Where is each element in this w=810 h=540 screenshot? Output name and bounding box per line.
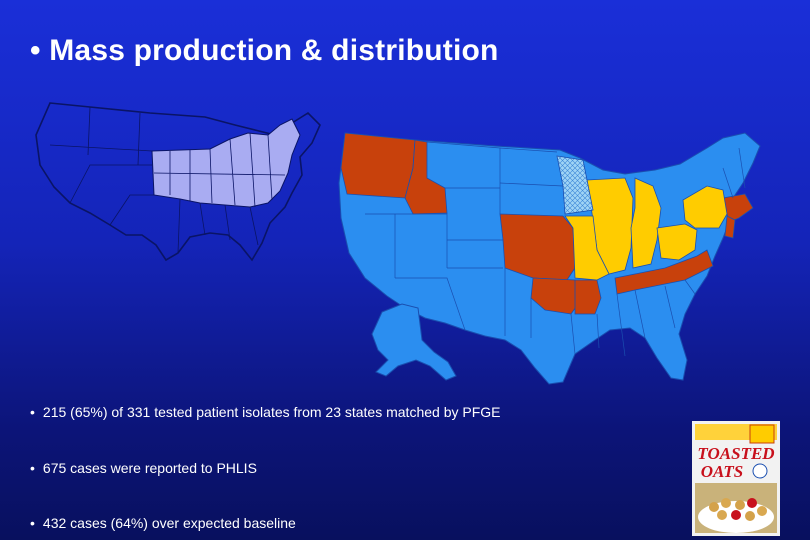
us-outbreak-map — [338, 132, 761, 385]
bullet-marker: • — [30, 515, 35, 531]
bullet-isolates: • 215 (65%) of 331 tested patient isolate… — [30, 404, 500, 420]
state-washington-oregon — [340, 132, 416, 199]
alaska-shape — [371, 303, 457, 381]
bullet-marker: • — [30, 460, 35, 476]
state-ohio-wv — [656, 223, 698, 261]
cereal-brand-line2: OATS — [701, 462, 744, 481]
cereal-bowl — [698, 498, 774, 533]
bullet-cases-reported: • 675 cases were reported to PHLIS — [30, 460, 257, 476]
bullet-marker: • — [30, 404, 35, 420]
state-iowa-missouri — [564, 215, 610, 281]
small-map-state-lines — [49, 106, 286, 254]
map-orange-states — [340, 132, 754, 315]
bullet-text: 675 cases were reported to PHLIS — [42, 460, 257, 476]
small-map-highlight-region — [151, 118, 301, 208]
cereal-brand-line1: TOASTED — [697, 444, 774, 463]
state-kentucky-tennessee — [614, 249, 714, 295]
state-new-york-pa — [682, 185, 728, 229]
bullet-over-baseline: • 432 cases (64%) over expected baseline — [30, 515, 296, 531]
map-yellow-states — [564, 177, 728, 281]
small-us-map — [35, 102, 321, 262]
state-new-jersey — [724, 215, 736, 239]
state-michigan-indiana-ohio — [630, 177, 662, 269]
cereal-box-image: TOASTED OATS — [692, 421, 780, 536]
state-arkansas — [574, 279, 602, 315]
small-map-us-outline — [35, 102, 321, 262]
map-state-borders — [365, 141, 746, 357]
slide-title: • Mass production & distribution — [30, 34, 499, 67]
state-nebraska-kansas — [499, 213, 576, 281]
alaska-map — [371, 303, 457, 381]
bullet-text: 215 (65%) of 331 tested patient isolates… — [42, 404, 501, 420]
bullet-text: 432 cases (64%) over expected baseline — [42, 515, 296, 531]
